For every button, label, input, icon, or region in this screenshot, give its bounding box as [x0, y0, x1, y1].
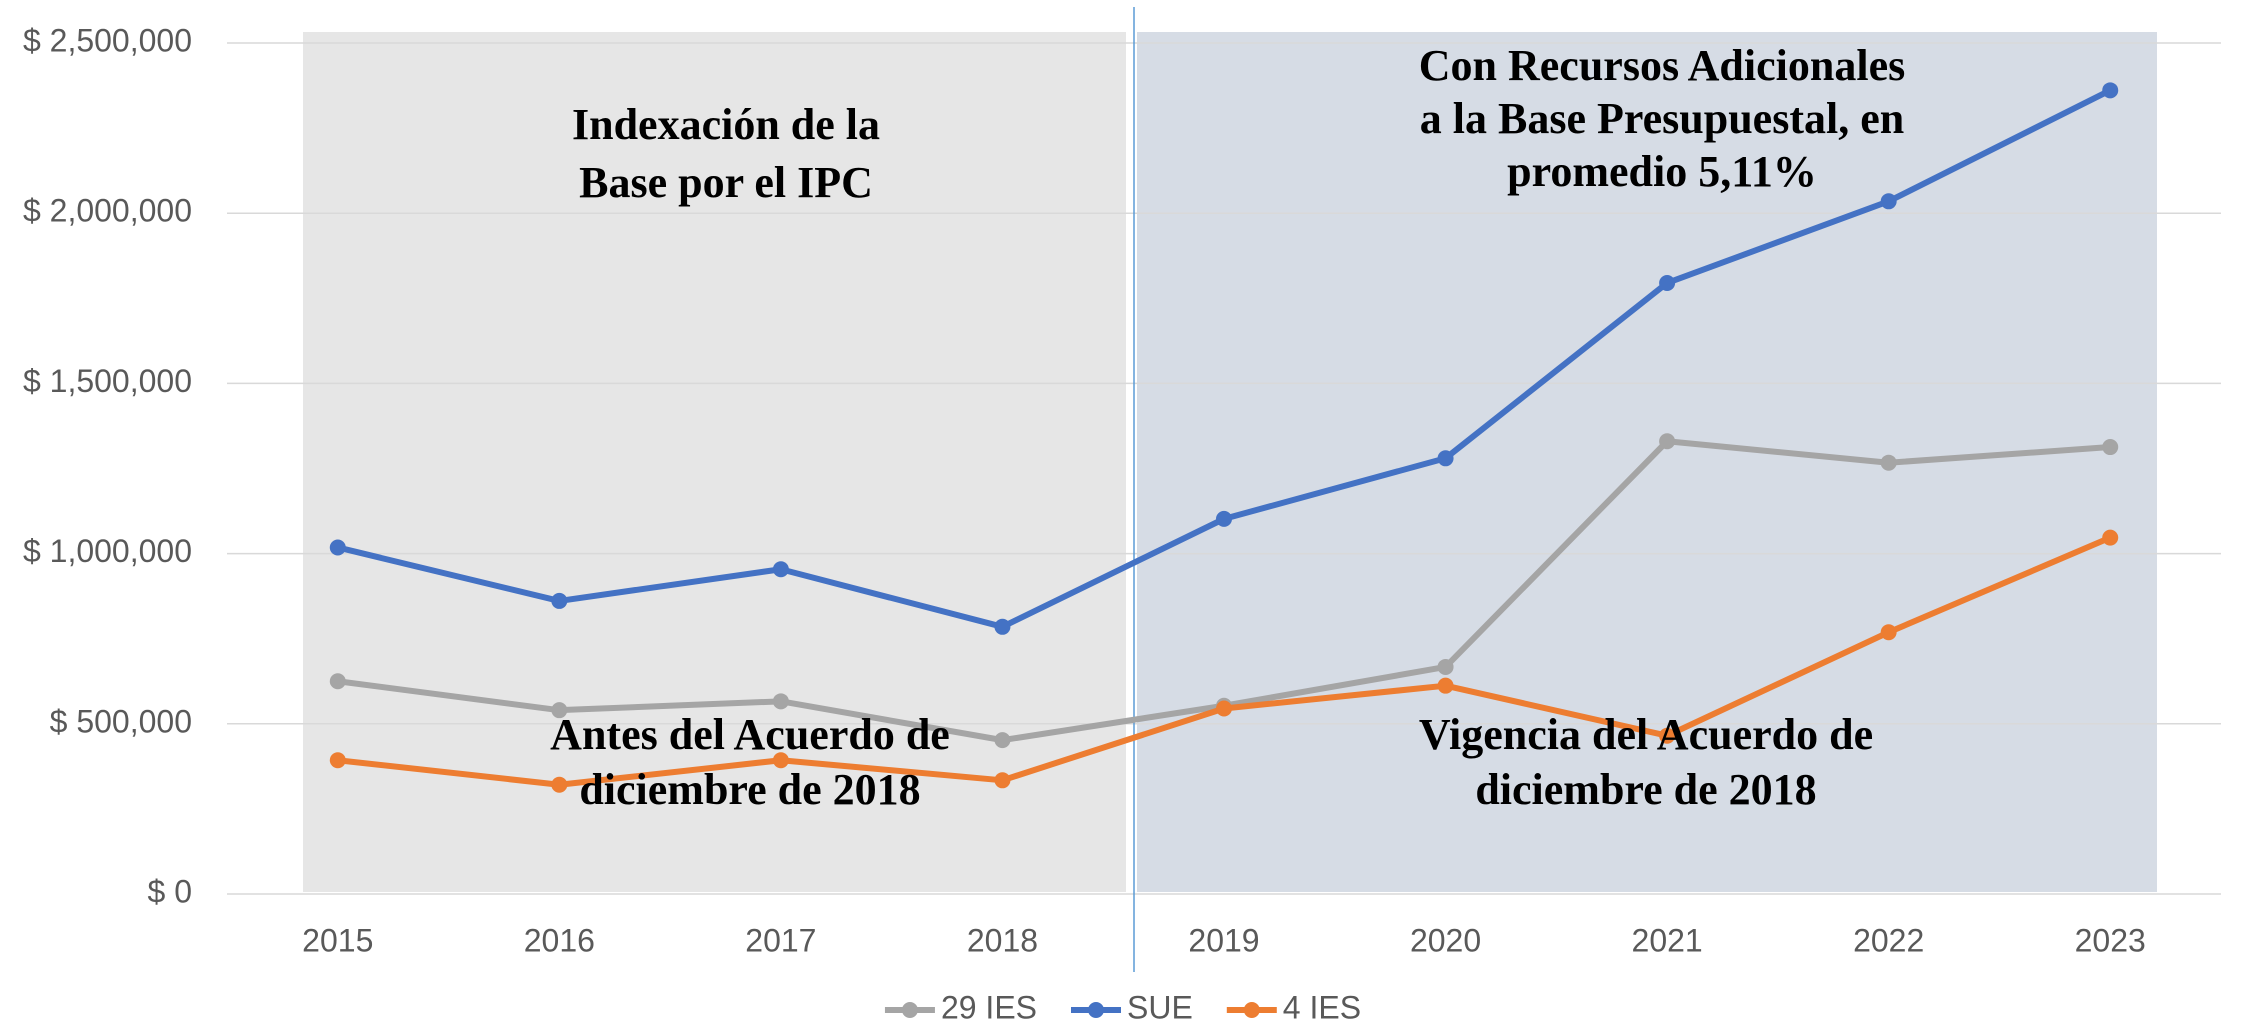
x-tick-label: 2023: [2075, 922, 2146, 958]
x-tick-label: 2015: [302, 922, 373, 958]
x-tick-label: 2022: [1853, 922, 1924, 958]
point: [2102, 439, 2119, 456]
point: [551, 776, 568, 793]
legend-marker: [1088, 1002, 1104, 1018]
point: [772, 561, 789, 578]
point: [1216, 700, 1232, 717]
point: [1880, 193, 1897, 210]
point: [772, 752, 789, 769]
point: [1659, 433, 1676, 450]
y-tick-label: $ 2,000,000: [23, 193, 192, 229]
y-tick-label: $ 2,500,000: [23, 22, 192, 58]
point: [1880, 624, 1897, 641]
legend-label: SUE: [1127, 989, 1193, 1025]
annotation: Antes del Acuerdo de: [550, 710, 950, 759]
x-tick-label: 2016: [524, 922, 595, 958]
x-tick-label: 2019: [1188, 922, 1259, 958]
point: [551, 702, 568, 719]
legend-label: 29 IES: [941, 989, 1037, 1025]
point: [1880, 454, 1897, 471]
legend-marker: [1243, 1002, 1260, 1018]
annotation: promedio 5,11%: [1507, 147, 1817, 196]
point: [329, 673, 346, 690]
point: [994, 772, 1011, 789]
point: [994, 732, 1011, 749]
x-tick-label: 2021: [1632, 922, 1703, 958]
point: [1659, 727, 1676, 744]
point: [1437, 677, 1454, 694]
point: [329, 752, 346, 769]
annotation: Vigencia del Acuerdo de: [1419, 710, 1873, 759]
x-tick-label: 2017: [745, 922, 816, 958]
y-tick-label: $ 1,000,000: [23, 533, 192, 569]
x-tick-label: 2020: [1410, 922, 1481, 958]
annotation: Base por el IPC: [579, 158, 873, 207]
point: [1216, 510, 1232, 527]
y-tick-label: $ 0: [148, 873, 192, 909]
point: [772, 693, 789, 710]
legend-marker: [901, 1002, 918, 1018]
annotation: diciembre de 2018: [579, 765, 920, 814]
point: [329, 539, 346, 556]
point: [1437, 450, 1454, 467]
point: [2102, 529, 2119, 546]
x-tick-label: 2018: [967, 922, 1038, 958]
y-tick-label: $ 1,500,000: [23, 363, 192, 399]
annotation: a la Base Presupuestal, en: [1420, 94, 1904, 143]
y-tick-label: $ 500,000: [50, 703, 192, 739]
point: [994, 618, 1011, 635]
annotation: Con Recursos Adicionales: [1419, 41, 1905, 90]
point: [1659, 274, 1676, 291]
annotation: Indexación de la: [572, 100, 880, 149]
legend-label: 4 IES: [1283, 989, 1361, 1025]
period-before: [303, 32, 1126, 892]
point: [2102, 82, 2119, 99]
point: [551, 592, 568, 609]
annotation: diciembre de 2018: [1475, 765, 1816, 814]
point: [1437, 658, 1454, 675]
